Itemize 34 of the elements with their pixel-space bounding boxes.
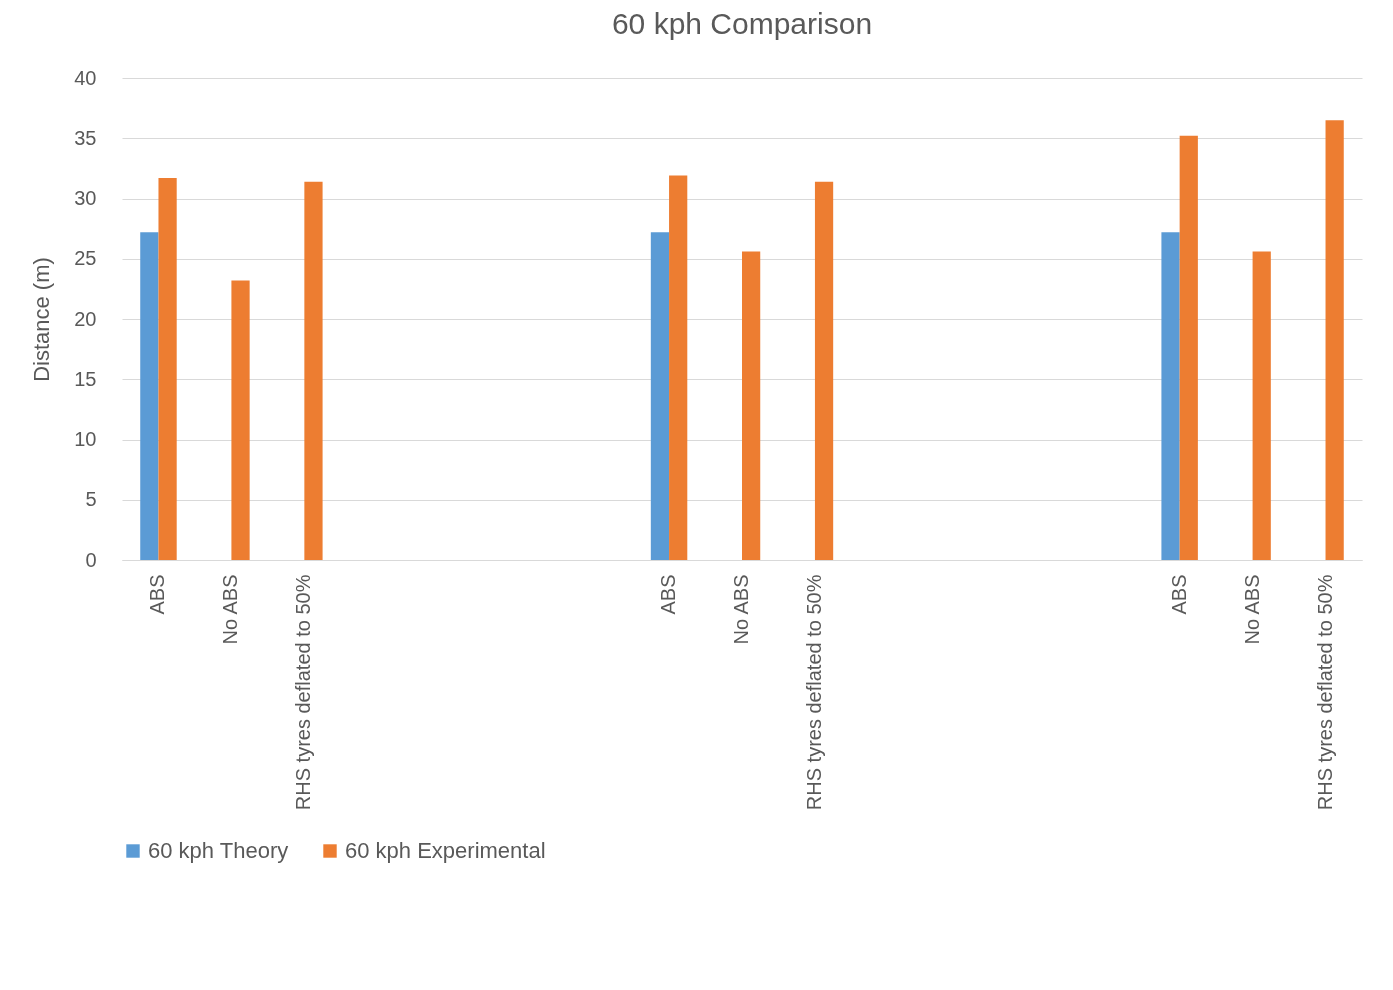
y-tick-label: 5 bbox=[85, 488, 97, 511]
y-tick-label: 20 bbox=[74, 307, 97, 330]
y-tick-label: 10 bbox=[74, 428, 97, 450]
bar bbox=[140, 232, 159, 560]
y-tick-label: 15 bbox=[74, 367, 97, 390]
y-axis-title: Distance (m) bbox=[29, 257, 55, 382]
legend-label: 60 kph Experimental bbox=[345, 838, 546, 863]
y-tick-label: 35 bbox=[74, 126, 97, 149]
chart-title: 60 kph Comparison bbox=[611, 7, 873, 40]
bar bbox=[742, 251, 761, 560]
x-tick-label: No ABS bbox=[730, 574, 752, 645]
x-tick-label: RHS tyres deflated to 50% bbox=[802, 574, 825, 811]
bar bbox=[814, 181, 834, 560]
legend-label: 60 kph Theory bbox=[148, 838, 289, 863]
x-tick-label: No ABS bbox=[1240, 574, 1263, 645]
bar bbox=[1252, 251, 1271, 560]
x-tick-label: ABS bbox=[146, 574, 169, 615]
bar bbox=[650, 232, 670, 560]
x-tick-label: RHS tyres deflated to 50% bbox=[292, 574, 315, 811]
bar bbox=[1179, 135, 1198, 560]
y-tick-label: 25 bbox=[74, 247, 97, 270]
bar bbox=[231, 280, 250, 560]
y-tick-label: 30 bbox=[74, 187, 97, 209]
bar bbox=[669, 175, 688, 560]
x-tick-label: No ABS bbox=[219, 574, 242, 645]
x-tick-label: ABS bbox=[657, 574, 680, 615]
bar bbox=[304, 181, 323, 560]
y-tick-label: 40 bbox=[74, 66, 97, 89]
bar bbox=[1161, 232, 1180, 560]
x-tick-label: ABS bbox=[1167, 574, 1190, 615]
y-tick-label: 0 bbox=[85, 548, 97, 571]
x-tick-label: RHS tyres deflated to 50% bbox=[1313, 574, 1336, 811]
bar bbox=[1325, 120, 1344, 560]
bar bbox=[158, 178, 177, 560]
